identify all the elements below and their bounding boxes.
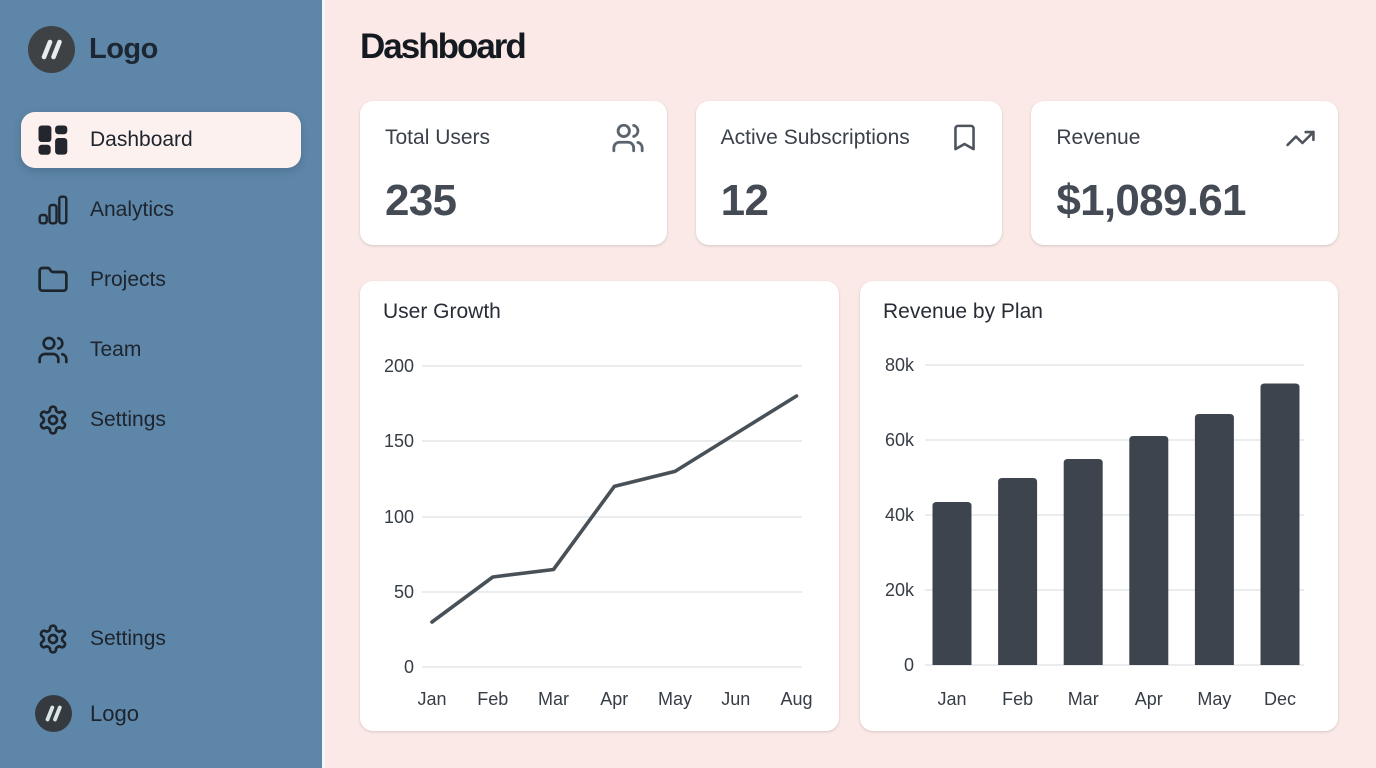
svg-text:Apr: Apr	[1135, 689, 1163, 709]
svg-text:Mar: Mar	[1068, 689, 1099, 709]
svg-text:Jan: Jan	[937, 689, 966, 709]
svg-text:0: 0	[404, 657, 414, 677]
svg-text:Jan: Jan	[417, 689, 446, 709]
svg-text:Feb: Feb	[477, 689, 508, 709]
svg-text:Mar: Mar	[538, 689, 569, 709]
svg-text:Feb: Feb	[1002, 689, 1033, 709]
svg-text:80k: 80k	[885, 355, 915, 375]
svg-text:Aug: Aug	[780, 689, 812, 709]
svg-text:Apr: Apr	[600, 689, 628, 709]
svg-text:150: 150	[384, 431, 414, 451]
svg-text:100: 100	[384, 507, 414, 527]
svg-text:May: May	[658, 689, 692, 709]
svg-text:20k: 20k	[885, 580, 915, 600]
svg-text:0: 0	[904, 655, 914, 675]
svg-text:May: May	[1197, 689, 1231, 709]
svg-text:Jun: Jun	[721, 689, 750, 709]
svg-text:50: 50	[394, 582, 414, 602]
svg-text:Dec: Dec	[1264, 689, 1296, 709]
svg-text:40k: 40k	[885, 505, 915, 525]
svg-text:60k: 60k	[885, 430, 915, 450]
svg-text:200: 200	[384, 356, 414, 376]
